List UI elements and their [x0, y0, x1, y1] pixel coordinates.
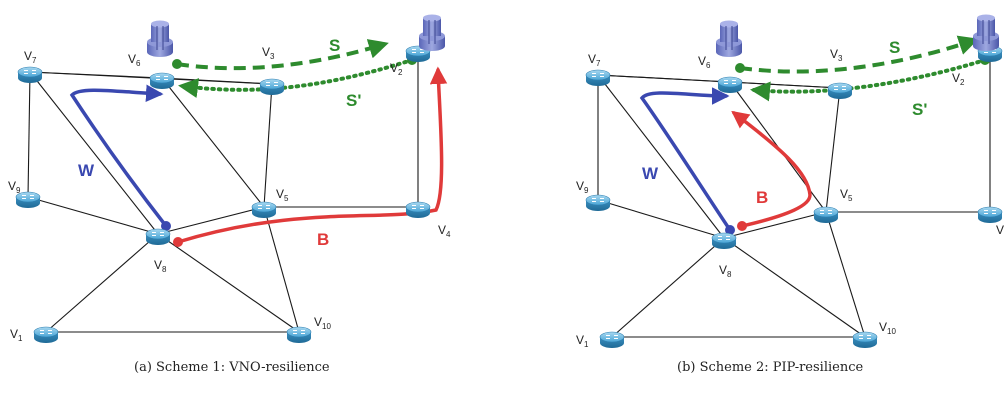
- path-label-s-prime-b: S': [912, 100, 927, 119]
- edge-v7-v8: [29, 71, 159, 235]
- router-v4-b: [977, 206, 1003, 223]
- node-label-v9-b: V9: [576, 179, 589, 195]
- edge-v7-v8: [597, 74, 725, 239]
- router-v5-a: [251, 201, 277, 218]
- node-label-v4-b: V: [996, 223, 1004, 237]
- datacenter-v6-b: [716, 20, 742, 57]
- path-b-start-b: [737, 221, 747, 231]
- datacenter-v2-a: [419, 14, 445, 51]
- edge-v8-v1: [611, 237, 725, 338]
- path-s-start-a: [172, 59, 182, 69]
- edges-a: [27, 51, 419, 333]
- edge-v8-v10: [157, 233, 300, 333]
- path-s-prime-b: [750, 58, 987, 102]
- path-label-w-b: W: [642, 164, 659, 183]
- edge-v9-v7: [27, 71, 31, 198]
- edge-v6-v5: [161, 77, 265, 208]
- node-label-v1-a: V1: [10, 327, 23, 343]
- node-label-v7-a: V7: [24, 49, 37, 65]
- path-s-a: [176, 39, 389, 71]
- router-v7-a: [17, 66, 43, 83]
- router-v8-b: [711, 232, 737, 249]
- path-b-start-a: [173, 237, 183, 247]
- router-v1-a: [33, 326, 59, 343]
- node-label-v3-a: V3: [262, 45, 275, 61]
- path-b-b: [731, 110, 812, 228]
- datacenter-v6-a: [147, 20, 173, 57]
- edge-v5-v8: [723, 211, 827, 239]
- router-v10-a: [286, 326, 312, 343]
- path-b-a: [176, 66, 448, 244]
- path-s-start-b: [735, 63, 745, 73]
- router-v7-b: [585, 69, 611, 86]
- path-w-a: [69, 84, 168, 228]
- path-w-b: [639, 87, 732, 232]
- edge-v3-v5: [263, 83, 273, 208]
- panel-b: V7 V6 V3 V2 V9 V5 V V8 V1 V10 S S' W B: [576, 14, 1004, 349]
- router-v1-b: [599, 331, 625, 348]
- router-v4-a: [405, 201, 431, 218]
- edge-v5-v10: [263, 206, 300, 333]
- panel-a: V7 V6 V3 V2 V9 V5 V4 V8 V1 V10 S S' W B: [8, 14, 451, 343]
- router-v9-b: [585, 194, 611, 211]
- edge-v9-v8: [597, 199, 725, 239]
- path-label-s-b: S: [889, 38, 900, 57]
- node-label-v9-a: V9: [8, 179, 21, 195]
- edge-v5-v8: [157, 206, 265, 235]
- path-label-b-a: B: [317, 230, 329, 249]
- node-label-v2-b: V2: [952, 71, 965, 87]
- path-label-w-a: W: [78, 161, 95, 180]
- node-label-v6-a: V6: [128, 52, 141, 68]
- node-label-v2-a: V2: [390, 61, 403, 77]
- node-label-v8-b: V8: [719, 263, 732, 279]
- path-label-s-a: S: [329, 36, 340, 55]
- node-label-v1-b: V1: [576, 333, 589, 349]
- edge-v6-v3: [729, 81, 841, 89]
- caption-b: (b) Scheme 2: PIP-resilience: [677, 360, 863, 375]
- node-label-v5-b: V5: [840, 187, 853, 203]
- datacenter-v2-b: [973, 14, 999, 51]
- router-v10-b: [852, 331, 878, 348]
- edge-v8-v10: [723, 237, 866, 338]
- node-label-v4-a: V4: [438, 223, 451, 239]
- edge-v6-v3: [161, 77, 273, 85]
- path-label-b-b: B: [756, 188, 768, 207]
- path-label-s-prime-a: S': [346, 91, 361, 110]
- node-label-v5-a: V5: [276, 187, 289, 203]
- router-v6-a: [149, 72, 175, 89]
- router-v8-a: [145, 228, 171, 245]
- path-s-prime-a: [178, 58, 414, 98]
- node-label-v6-b: V6: [698, 54, 711, 70]
- node-label-v3-b: V3: [830, 47, 843, 63]
- router-v3-a: [259, 78, 285, 95]
- router-v3-b: [827, 82, 853, 99]
- router-v9-a: [15, 191, 41, 208]
- caption-a: (a) Scheme 1: VNO-resilience: [134, 360, 330, 375]
- node-label-v8-a: V8: [154, 258, 167, 274]
- router-v5-b: [813, 206, 839, 223]
- node-label-v10-b: V10: [879, 320, 896, 336]
- path-s-b: [739, 35, 979, 74]
- edge-v5-v10: [825, 211, 866, 338]
- node-label-v7-b: V7: [588, 52, 601, 68]
- edge-v8-v1: [45, 233, 159, 333]
- edge-v9-v8: [27, 196, 159, 235]
- path-w-start-b: [725, 225, 735, 235]
- router-v6-b: [717, 76, 743, 93]
- path-w-start-a: [161, 221, 171, 231]
- edge-v3-v5: [825, 87, 841, 213]
- node-label-v10-a: V10: [314, 315, 331, 331]
